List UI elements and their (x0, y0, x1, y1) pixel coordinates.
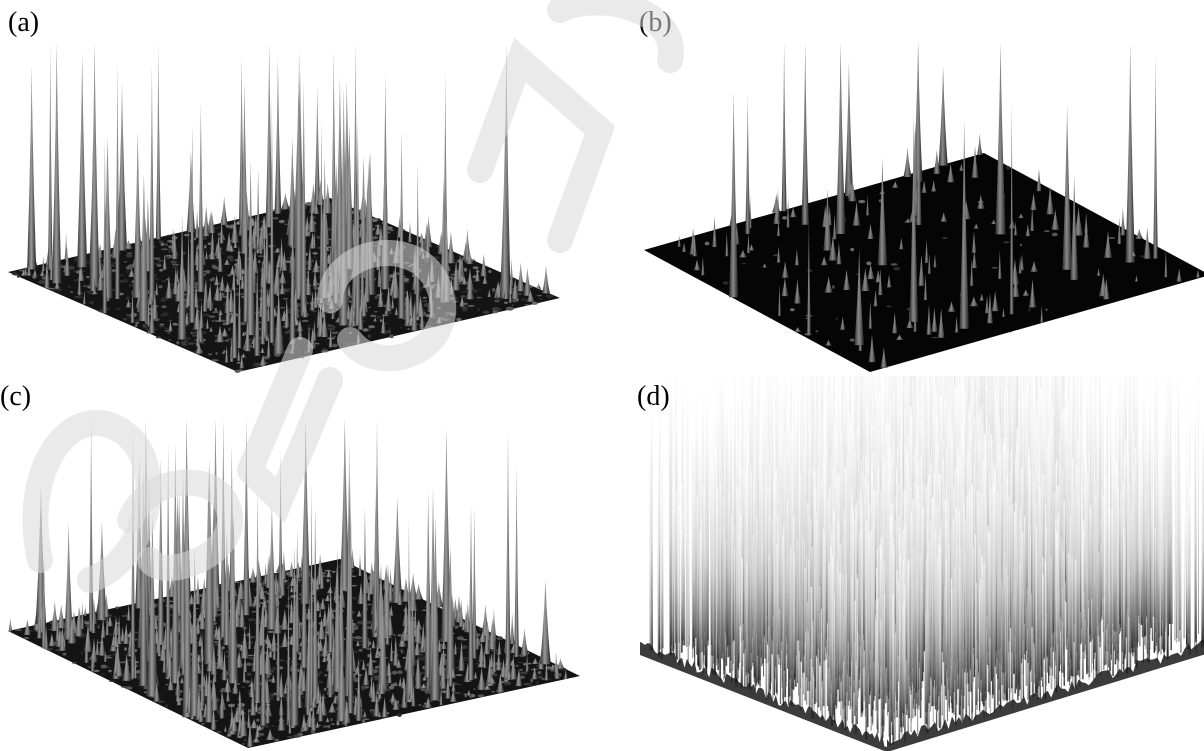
panel-a: (a) (0, 0, 600, 375)
panel-b: (b) (602, 0, 1204, 375)
surface-plot-d (640, 376, 1204, 751)
panel-d: (d) (602, 376, 1204, 751)
surface-plane (644, 153, 1204, 372)
surface-d-spikes (649, 376, 1204, 746)
panel-c: (c) (0, 376, 600, 751)
surface-plot-b (644, 42, 1204, 372)
surface-plot-a (8, 42, 560, 373)
surface-spikes (677, 42, 1200, 368)
panel-c-label: (c) (0, 381, 32, 412)
panel-d-label: (d) (637, 381, 670, 412)
surface-plot-c (8, 418, 580, 748)
surface-spikes (20, 42, 550, 369)
panel-a-label: (a) (8, 7, 40, 38)
surface-d-base (640, 639, 1204, 751)
